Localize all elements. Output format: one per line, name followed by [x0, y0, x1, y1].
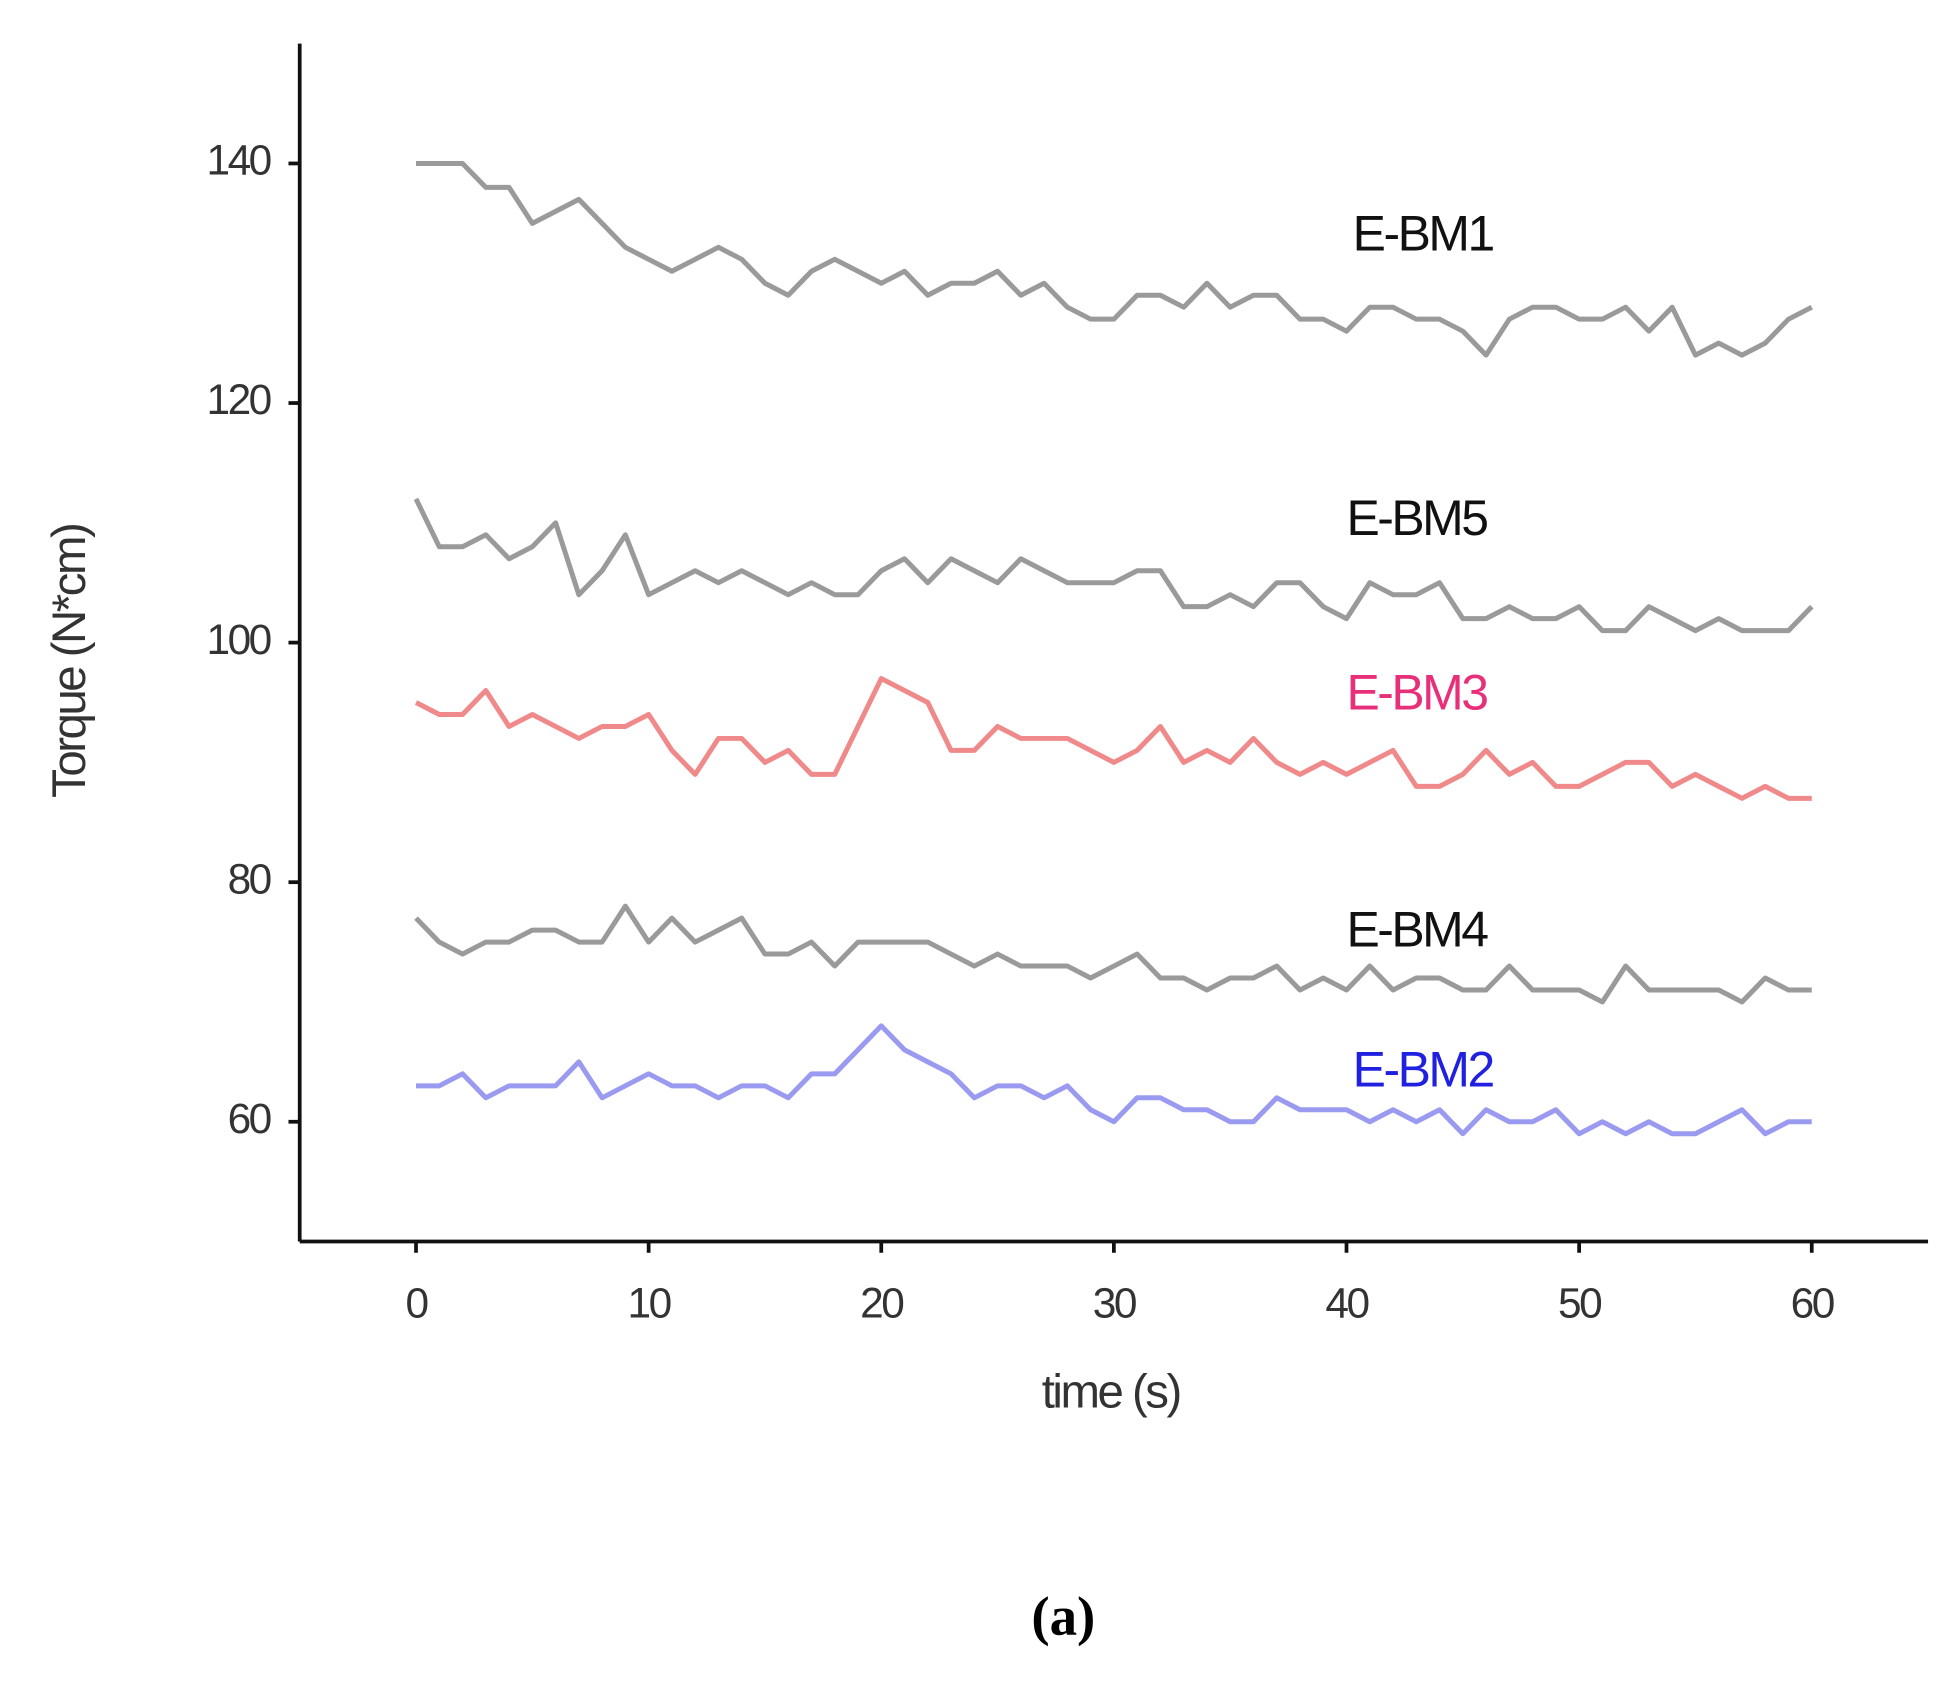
x-axis-label: time (s): [1042, 1366, 1180, 1419]
x-tick-label: 50: [1558, 1280, 1601, 1327]
data-line: [413, 497, 1814, 634]
caption: (a): [1031, 1586, 1095, 1647]
x-tick-label: 20: [860, 1280, 903, 1327]
series-label: E-BM1: [1353, 205, 1494, 261]
x-tick-label: 0: [405, 1280, 427, 1327]
y-tick-label: 60: [228, 1095, 271, 1142]
x-tick-label: 40: [1325, 1280, 1368, 1327]
y-tick-label: 80: [228, 855, 271, 902]
data-line: [416, 160, 1813, 358]
series-label: E-BM5: [1346, 490, 1487, 546]
data-line: [414, 676, 1812, 801]
series-label: E-BM3: [1346, 664, 1487, 720]
series-label: E-BM4: [1346, 902, 1488, 958]
x-tick-label: 30: [1093, 1280, 1136, 1327]
y-tick-label: 140: [206, 137, 270, 184]
data-line: [416, 1023, 1812, 1137]
x-tick-label: 60: [1791, 1280, 1834, 1327]
series-label: E-BM2: [1353, 1041, 1494, 1097]
y-tick-label: 100: [206, 616, 270, 663]
y-axis-label: Torque (N*cm): [43, 525, 96, 798]
data-line: [414, 903, 1812, 1005]
y-tick-label: 120: [206, 376, 270, 423]
x-tick-label: 10: [628, 1280, 671, 1327]
